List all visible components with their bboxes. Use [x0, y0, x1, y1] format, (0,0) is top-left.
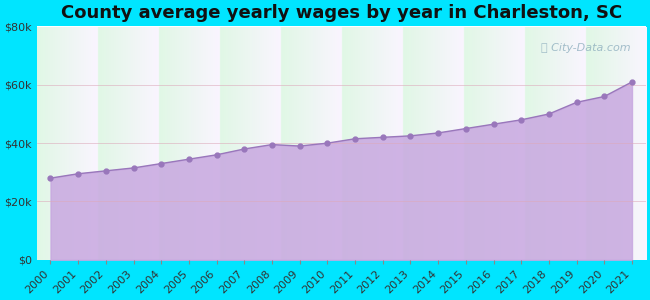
Text: ⓘ City-Data.com: ⓘ City-Data.com — [541, 43, 630, 53]
Title: County average yearly wages by year in Charleston, SC: County average yearly wages by year in C… — [60, 4, 622, 22]
